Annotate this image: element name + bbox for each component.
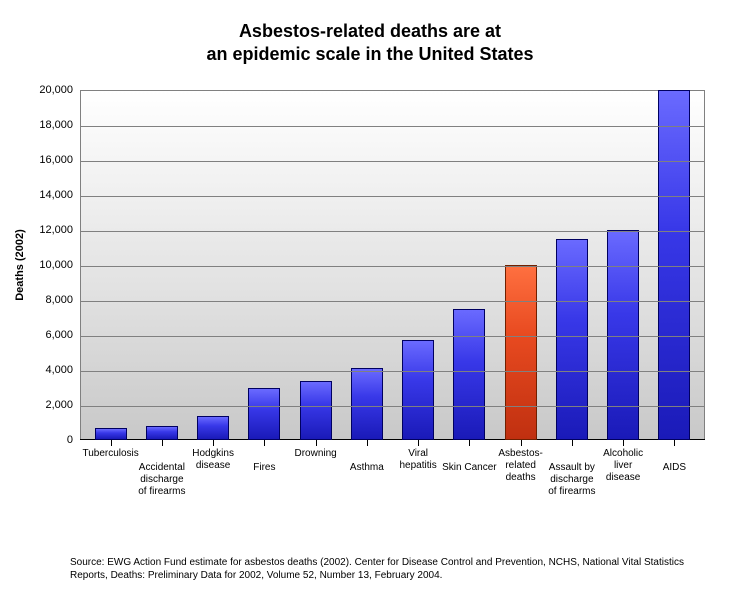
- bar: [146, 426, 178, 440]
- y-tick-label: 12,000: [23, 224, 73, 236]
- gridline: [81, 336, 704, 337]
- gridline: [81, 406, 704, 407]
- y-tick-label: 8,000: [23, 294, 73, 306]
- bar: [607, 230, 639, 440]
- y-tick-label: 2,000: [23, 399, 73, 411]
- gridline: [81, 196, 704, 197]
- y-tick-label: 4,000: [23, 364, 73, 376]
- chart-title: Asbestos-related deaths are at an epidem…: [0, 20, 740, 67]
- bar: [248, 388, 280, 441]
- gridline: [81, 301, 704, 302]
- gridline: [81, 371, 704, 372]
- gridline: [81, 266, 704, 267]
- bar-highlight: [505, 265, 537, 440]
- bar: [300, 381, 332, 441]
- plot-area: TuberculosisAccidental discharge of fire…: [80, 90, 705, 440]
- y-tick-label: 6,000: [23, 329, 73, 341]
- bar: [197, 416, 229, 441]
- source-text: Source: EWG Action Fund estimate for asb…: [70, 556, 690, 582]
- y-tick-label: 10,000: [23, 259, 73, 271]
- chart-area: Deaths (2002) TuberculosisAccidental dis…: [80, 90, 705, 440]
- bar: [402, 340, 434, 440]
- bar: [95, 428, 127, 440]
- gridline: [81, 126, 704, 127]
- bar: [658, 90, 690, 440]
- bar: [351, 368, 383, 440]
- bar: [453, 309, 485, 440]
- y-tick-label: 14,000: [23, 189, 73, 201]
- bar: [556, 239, 588, 440]
- gridline: [81, 161, 704, 162]
- y-tick-label: 18,000: [23, 119, 73, 131]
- x-tick-label: AIDS: [639, 440, 709, 474]
- y-tick-label: 20,000: [23, 84, 73, 96]
- y-tick-label: 16,000: [23, 154, 73, 166]
- y-tick-label: 0: [23, 434, 73, 446]
- gridline: [81, 231, 704, 232]
